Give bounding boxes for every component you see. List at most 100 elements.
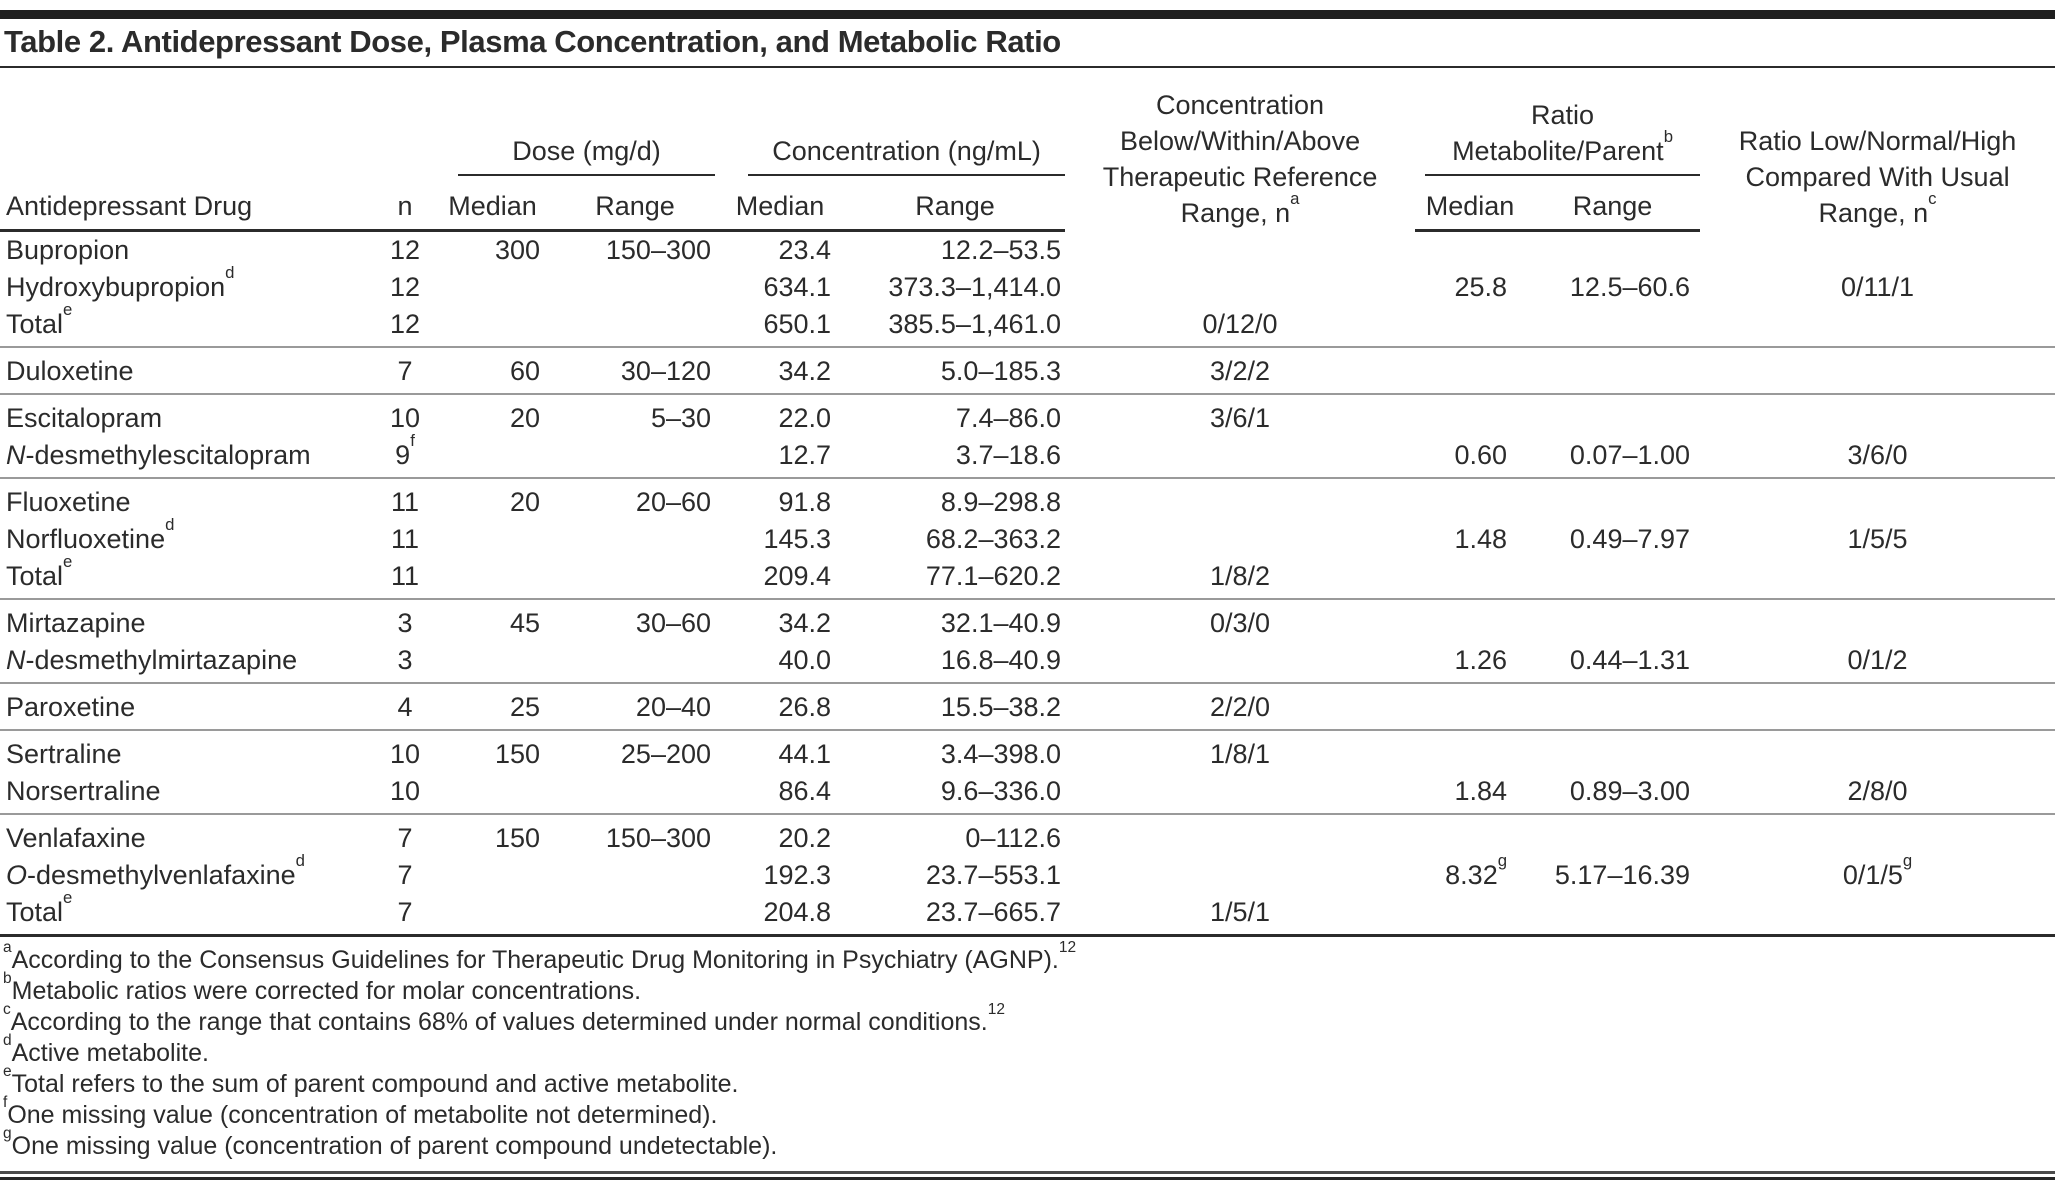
- cell-n: 7: [397, 860, 413, 890]
- cell-conc-range: 23.7–553.1: [925, 860, 1062, 890]
- table-row: Norsertraline 10 86.4 9.6–336.0 1.84 0.89–3.0…: [0, 773, 2055, 814]
- cell-conc-range: 32.1–40.9: [845, 598, 1066, 642]
- cell-ratio-range: 0.07–1.00: [1569, 440, 1691, 470]
- concentration-group-label: Concentration (ng/mL): [748, 133, 1066, 176]
- cell-conc-median: 204.8: [763, 897, 832, 927]
- cell-ratio-median: 1.84: [1454, 776, 1508, 806]
- cell-ratio-median: 0.60: [1454, 440, 1508, 470]
- drug-group: Venlafaxine 7 150 150–300 20.2 0–112.6 O-desme…: [0, 813, 2055, 936]
- cell-bwa-count: 0/12/0: [1202, 309, 1278, 339]
- cell-lnh-count: [1700, 558, 2055, 599]
- table-row: Fluoxetine 11 20 20–60 91.8 8.9–298.8: [0, 477, 2055, 521]
- cell-conc-range: 8.9–298.8: [845, 477, 1066, 521]
- table-row: Totale 7 204.8 23.7–665.7 1/5/1: [0, 888, 2055, 936]
- cell-n: 11: [390, 561, 420, 591]
- cell-drug-name: Totale: [6, 300, 73, 339]
- cell-ratio-median: [1415, 894, 1525, 936]
- cell-ratio-median: [1415, 346, 1526, 394]
- table-row: Hydroxybupropiond 12 634.1 373.3–1,414.0 25.…: [0, 265, 2055, 306]
- cell-n: 3: [380, 598, 430, 642]
- table-row: Escitalopram 10 20 5–30 22.0 7.4–86.0 3/6/1: [0, 393, 2055, 437]
- cell-ratio-range: [1525, 393, 1701, 437]
- cell-drug-name: Bupropion: [6, 235, 130, 265]
- cell-dose-range: 30–120: [555, 346, 716, 394]
- cell-conc-range: 9.6–336.0: [940, 776, 1062, 806]
- ratio-group-label: Ratio Metabolite/Parentb: [1425, 97, 1701, 176]
- cell-lnh-count: 0/1/5g: [1842, 851, 1913, 890]
- ratio-group-header: Ratio Metabolite/Parentb: [1415, 68, 1701, 176]
- table-title: Table 2. Antidepressant Dose, Plasma Con…: [0, 19, 2055, 68]
- cell-dose-range: [555, 306, 715, 347]
- footnote-d: dActive metabolite.: [3, 1031, 209, 1067]
- table-row: O-desmethylvenlafaxined 7 192.3 23.7–553.1 8…: [0, 851, 2055, 894]
- table-row: Paroxetine 4 25 20–40 26.8 15.5–38.2 2/2/0: [0, 682, 2055, 730]
- cell-dose-median: [430, 521, 555, 558]
- dose-range-header: Range: [555, 176, 716, 232]
- cell-ratio-median: [1415, 231, 1525, 270]
- cell-conc-median: 20.2: [715, 813, 846, 857]
- cell-ratio-median: [1415, 558, 1525, 599]
- cell-dose-median: 150: [430, 729, 555, 773]
- cell-conc-median: 192.3: [763, 860, 832, 890]
- cell-drug-name: Norfluoxetined: [6, 515, 175, 554]
- cell-drug-name: Escitalopram: [0, 393, 380, 437]
- cell-ratio-median: [1415, 682, 1526, 730]
- ratio-lnh-header: Ratio Low/Normal/High Compared With Usual…: [1738, 125, 2017, 228]
- cell-dose-median: [430, 306, 555, 347]
- cell-ratio-median: [1415, 813, 1526, 857]
- cell-ratio-median: 8.32g: [1445, 851, 1508, 890]
- cell-ratio-median: 1.48: [1454, 524, 1508, 554]
- cell-ratio-median: [1415, 477, 1526, 521]
- cell-lnh-count: 0/1/2: [1847, 645, 1908, 675]
- table-row: Totale 12 650.1 385.5–1,461.0 0/12/0: [0, 300, 2055, 347]
- table-row: Norfluoxetined 11 145.3 68.2–363.2 1.48 0.49–…: [0, 515, 2055, 558]
- cell-drug-name: Duloxetine: [0, 346, 380, 394]
- cell-bwa-count: [1065, 231, 1415, 270]
- cell-ratio-range: [1525, 729, 1701, 773]
- cell-lnh-count: [1700, 894, 2055, 936]
- cell-drug-name: N-desmethylescitalopram: [6, 440, 311, 470]
- cell-ratio-median: [1415, 729, 1526, 773]
- dose-group-label: Dose (mg/d): [458, 133, 716, 176]
- concentration-group-header: Concentration (ng/mL): [715, 68, 1066, 176]
- cell-n: 3: [397, 645, 413, 675]
- cell-ratio-median: [1415, 598, 1526, 642]
- cell-dose-median: [430, 558, 555, 599]
- cell-drug-name: Sertraline: [0, 729, 380, 773]
- cell-dose-range: [555, 521, 715, 558]
- paper-table-page: Table 2. Antidepressant Dose, Plasma Con…: [0, 10, 2055, 1201]
- cell-dose-median: 300: [494, 235, 540, 265]
- cell-bwa-count: 1/8/2: [1210, 561, 1271, 591]
- cell-ratio-range: 0.44–1.31: [1569, 645, 1691, 675]
- ratio-range-header: Range: [1525, 176, 1701, 232]
- cell-conc-median: 34.2: [715, 346, 846, 394]
- cell-drug-name: Totale: [6, 888, 73, 927]
- cell-ratio-range: 5.17–16.39: [1554, 860, 1691, 890]
- cell-ratio-range: 12.5–60.6: [1569, 272, 1691, 302]
- cell-ratio-range: 0.49–7.97: [1569, 524, 1691, 554]
- cell-bwa-count: 3/2/2: [1065, 346, 1416, 394]
- cell-dose-range: [555, 857, 715, 894]
- concentration-median-header: Median: [715, 176, 846, 232]
- cell-bwa-count: [1065, 642, 1415, 683]
- cell-ratio-range: [1525, 306, 1700, 347]
- drug-group: Escitalopram 10 20 5–30 22.0 7.4–86.0 3/6/1 N-d…: [0, 393, 2055, 478]
- cell-n: 7: [380, 346, 430, 394]
- cell-ratio-range: [1525, 813, 1701, 857]
- cell-dose-range: [555, 269, 715, 306]
- drug-column-header: Antidepressant Drug: [0, 176, 380, 232]
- cell-drug-name: Fluoxetine: [0, 477, 380, 521]
- cell-n: 10: [380, 729, 430, 773]
- footnotes: aAccording to the Consensus Guidelines f…: [0, 937, 2055, 1166]
- cell-dose-range: [555, 894, 715, 936]
- cell-n: 12: [389, 235, 421, 265]
- cell-dose-range: [555, 437, 715, 478]
- cell-dose-range: 25–200: [555, 729, 716, 773]
- cell-n: 12: [389, 272, 421, 302]
- cell-dose-median: 60: [430, 346, 555, 394]
- cell-conc-range: 7.4–86.0: [845, 393, 1066, 437]
- table-row: Bupropion 12 300 150–300 23.4 12.2–53.5: [0, 231, 2055, 270]
- cell-conc-range: 5.0–185.3: [845, 346, 1066, 394]
- drug-group: Fluoxetine 11 20 20–60 91.8 8.9–298.8 Norfluox…: [0, 477, 2055, 599]
- footnote-b: bMetabolic ratios were corrected for mol…: [3, 969, 642, 1005]
